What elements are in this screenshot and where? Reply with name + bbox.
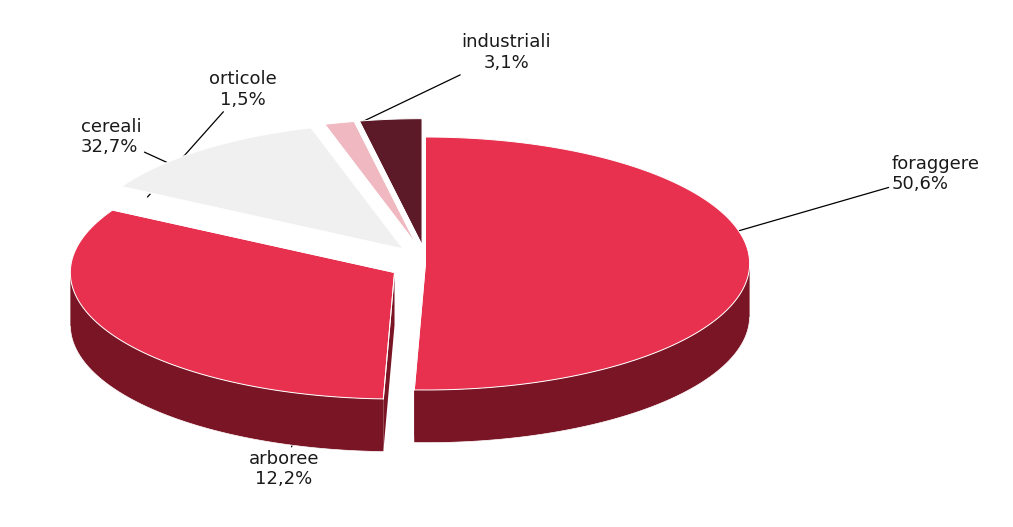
Polygon shape (70, 274, 383, 452)
Text: industriali
3,1%: industriali 3,1% (364, 33, 551, 121)
Polygon shape (70, 210, 394, 399)
Polygon shape (414, 137, 750, 390)
Polygon shape (325, 122, 417, 246)
Polygon shape (414, 264, 425, 443)
Polygon shape (360, 119, 422, 245)
Text: orticole
1,5%: orticole 1,5% (148, 70, 277, 197)
Text: arboree
12,2%: arboree 12,2% (248, 370, 319, 489)
Text: foraggere
50,6%: foraggere 50,6% (691, 154, 980, 245)
Text: cereali
32,7%: cereali 32,7% (81, 118, 196, 175)
Polygon shape (414, 265, 750, 443)
Polygon shape (122, 128, 403, 249)
Polygon shape (383, 272, 394, 452)
